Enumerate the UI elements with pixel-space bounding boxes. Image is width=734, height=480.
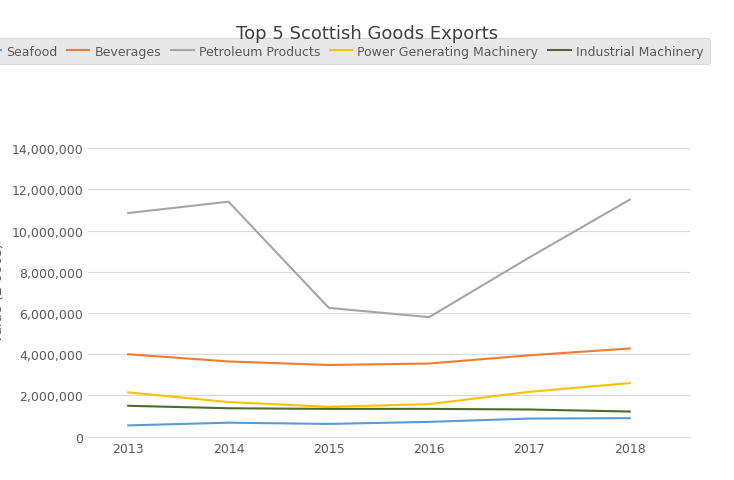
Beverages (124, 352, 133, 358)
Legend: Seafood, Beverages, Petroleum Products, Power Generating Machinery, Industrial M: Seafood, Beverages, Petroleum Products, … (0, 39, 710, 65)
Industrial Machinery (224, 406, 233, 411)
Line: Seafood: Seafood (128, 418, 630, 425)
Petroleum Products (425, 314, 434, 320)
Petroleum Products (625, 197, 634, 203)
Line: Petroleum Products: Petroleum Products (128, 200, 630, 317)
Seafood (525, 416, 534, 421)
Industrial Machinery (625, 409, 634, 415)
Seafood (224, 420, 233, 426)
Power Generating Machinery (124, 390, 133, 396)
Seafood (625, 415, 634, 421)
Petroleum Products (224, 199, 233, 205)
Petroleum Products (124, 211, 133, 216)
Industrial Machinery (324, 406, 333, 412)
Line: Industrial Machinery: Industrial Machinery (128, 406, 630, 412)
Beverages (625, 346, 634, 352)
Beverages (324, 362, 333, 368)
Power Generating Machinery (625, 381, 634, 386)
Power Generating Machinery (224, 399, 233, 405)
Industrial Machinery (124, 403, 133, 409)
Beverages (425, 361, 434, 367)
Beverages (525, 353, 534, 359)
Petroleum Products (525, 255, 534, 261)
Line: Power Generating Machinery: Power Generating Machinery (128, 384, 630, 407)
Seafood (124, 422, 133, 428)
Y-axis label: Value (£ 000s): Value (£ 000s) (0, 243, 4, 343)
Industrial Machinery (425, 406, 434, 412)
Industrial Machinery (525, 407, 534, 412)
Seafood (324, 421, 333, 427)
Seafood (425, 419, 434, 425)
Power Generating Machinery (525, 389, 534, 395)
Text: Top 5 Scottish Goods Exports: Top 5 Scottish Goods Exports (236, 24, 498, 43)
Petroleum Products (324, 305, 333, 311)
Line: Beverages: Beverages (128, 349, 630, 365)
Power Generating Machinery (425, 401, 434, 407)
Beverages (224, 359, 233, 365)
Power Generating Machinery (324, 404, 333, 410)
